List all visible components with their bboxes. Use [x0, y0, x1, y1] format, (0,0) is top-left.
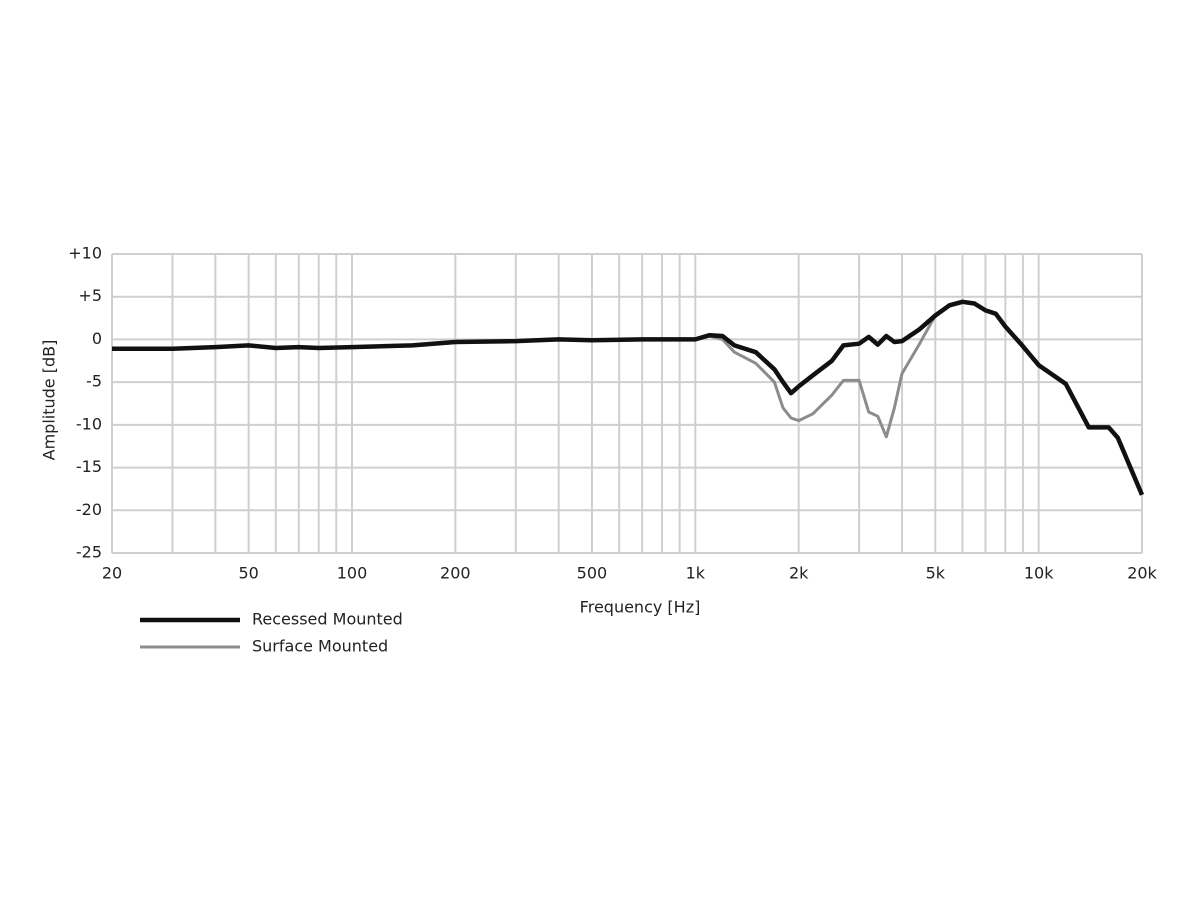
legend-label: Surface Mounted	[252, 637, 388, 656]
x-tick-label: 5k	[926, 564, 946, 583]
y-tick-label: -20	[76, 500, 102, 519]
x-tick-label: 500	[577, 564, 608, 583]
y-tick-label: -10	[76, 414, 102, 433]
y-tick-label: 0	[92, 329, 102, 348]
x-tick-label: 20k	[1127, 564, 1157, 583]
series-line	[694, 314, 937, 439]
y-tick-label: +10	[68, 244, 102, 263]
y-tick-label: +5	[78, 286, 102, 305]
legend-label: Recessed Mounted	[252, 610, 403, 629]
x-tick-label: 200	[440, 564, 471, 583]
x-tick-label: 100	[337, 564, 368, 583]
x-tick-label: 2k	[789, 564, 809, 583]
y-axis-label: Amplitude [dB]	[40, 340, 59, 461]
x-tick-label: 1k	[686, 564, 706, 583]
x-tick-label: 50	[238, 564, 258, 583]
y-tick-label: -15	[76, 457, 102, 476]
series-line	[112, 299, 1145, 496]
y-tick-label: -25	[76, 543, 102, 562]
x-tick-label: 10k	[1024, 564, 1054, 583]
y-tick-label: -5	[86, 372, 102, 391]
x-tick-label: 20	[102, 564, 122, 583]
x-axis-label: Frequency [Hz]	[580, 598, 701, 617]
